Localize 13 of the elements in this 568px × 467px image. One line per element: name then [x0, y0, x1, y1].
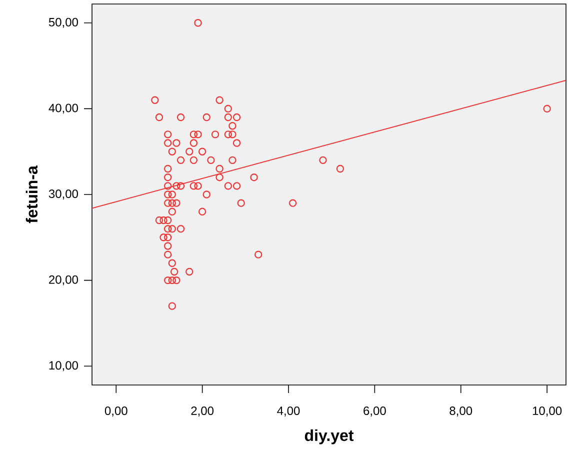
- y-tick-label: 50,00: [48, 18, 78, 28]
- x-tick-label: 4,00: [277, 406, 300, 416]
- x-tick-label: 2,00: [191, 406, 214, 416]
- y-tick-label: 20,00: [49, 275, 78, 286]
- y-axis-title: fetuin-a: [26, 166, 38, 224]
- x-tick-label: 6,00: [364, 406, 386, 416]
- x-axis-title: diy.yet: [304, 429, 354, 444]
- x-tick-label: 8,00: [450, 406, 472, 416]
- y-tick-label: 40,00: [48, 104, 78, 114]
- y-tick-label: 10,00: [49, 361, 78, 372]
- y-tick-label: 30,00: [48, 190, 78, 200]
- x-tick-label: 0,00: [104, 406, 128, 416]
- x-tick-label: 10,00: [532, 406, 562, 416]
